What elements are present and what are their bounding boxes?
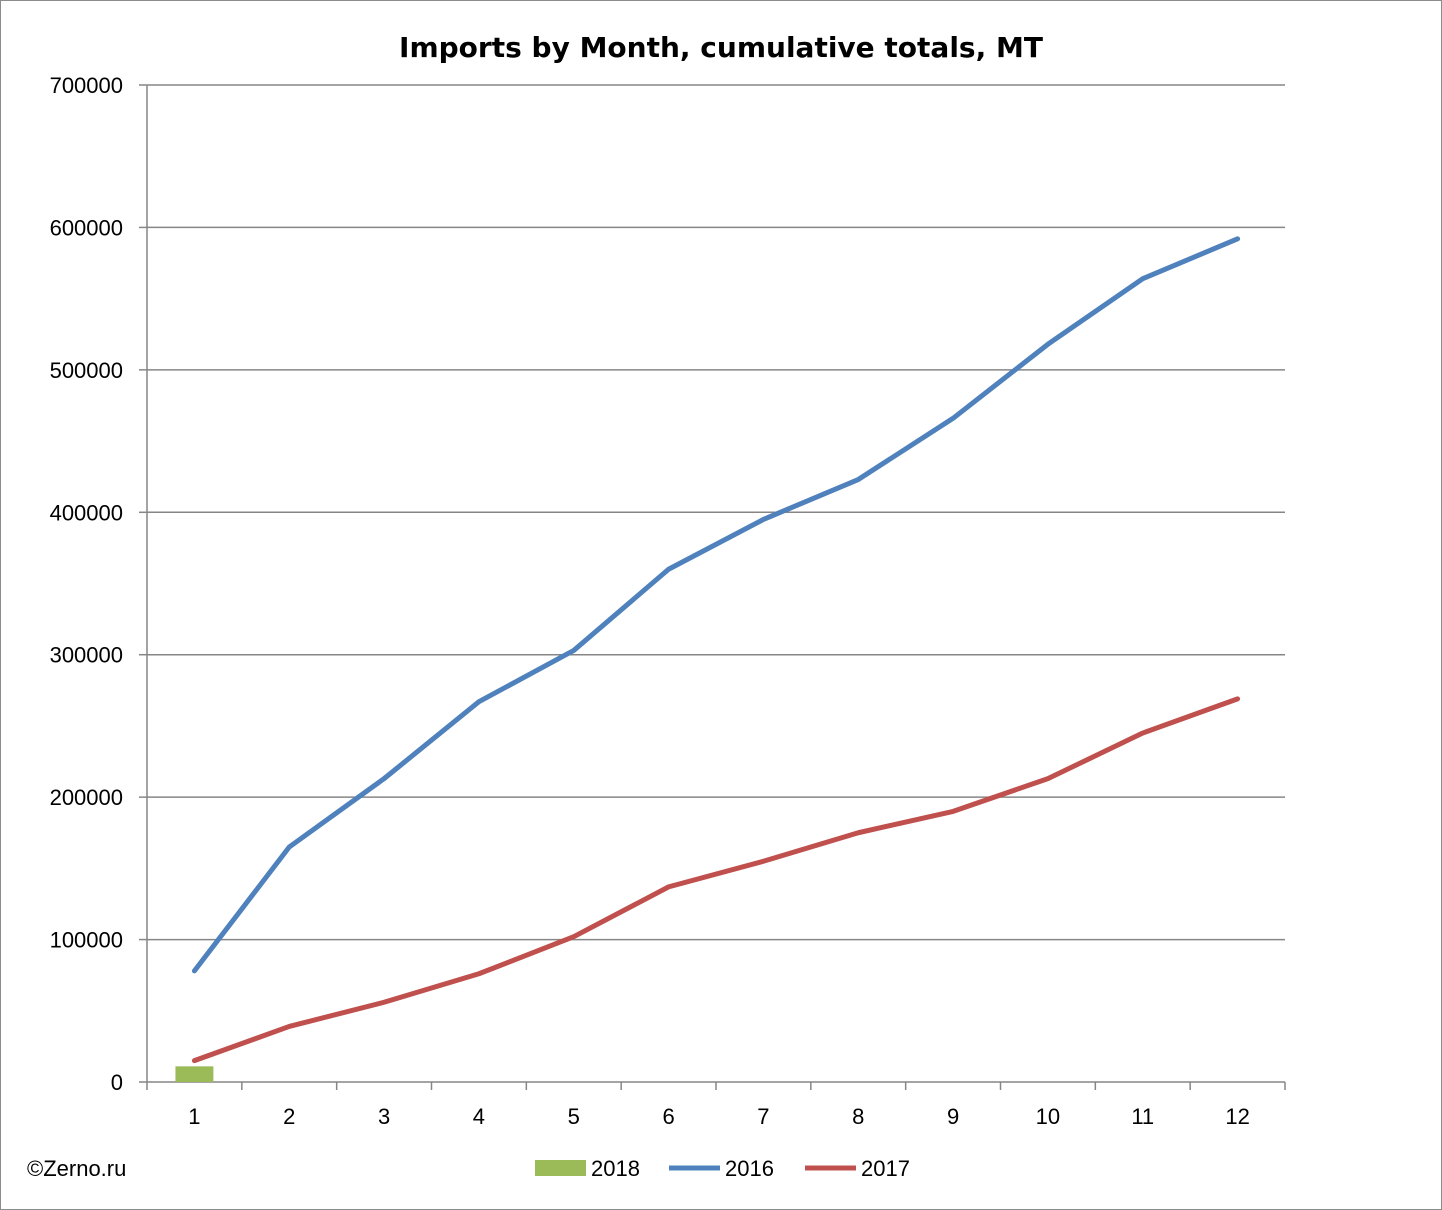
x-tick-label: 8 [852,1104,864,1129]
x-tick-label: 2 [283,1104,295,1129]
x-axis-tick-labels: 1 2 3 4 5 6 7 8 9 10 11 12 [188,1104,1250,1129]
chart-title: Imports by Month, cumulative totals, MT [399,31,1043,64]
x-tick-label: 7 [757,1104,769,1129]
y-axis-tick-labels: 0 100000 200000 300000 400000 500000 600000 700… [50,73,123,1095]
y-tick-label: 700000 [50,73,123,98]
legend-label-2017: 2017 [861,1156,910,1181]
axes [139,84,1286,1090]
y-tick-label: 500000 [50,358,123,383]
x-tick-label: 11 [1131,1104,1154,1129]
x-tick-label: 1 [188,1104,200,1129]
gridlines [147,84,1285,941]
credit-text: ©Zerno.ru [27,1156,126,1181]
legend-label-2016: 2016 [725,1156,774,1181]
x-tick-label: 12 [1225,1104,1249,1129]
legend-swatch-2018 [535,1160,586,1176]
bar-series [175,1066,214,1082]
line-series-2017 [191,696,1241,1064]
y-tick-label: 200000 [50,785,123,810]
y-tick-label: 0 [111,1070,123,1095]
line-series [191,236,1241,1064]
x-tick-label: 3 [378,1104,390,1129]
y-tick-label: 100000 [50,928,123,953]
y-tick-label: 400000 [50,500,123,525]
y-tick-label: 300000 [50,643,123,668]
bar-2018-1 [175,1066,214,1082]
legend: 2018 2016 2017 [535,1156,910,1181]
legend-label-2018: 2018 [591,1156,640,1181]
x-tick-label: 4 [473,1104,485,1129]
y-tick-label: 600000 [50,215,123,240]
x-tick-label: 5 [568,1104,580,1129]
x-tick-label: 9 [947,1104,959,1129]
x-tick-label: 6 [662,1104,674,1129]
line-series-2016 [191,236,1241,974]
x-tick-label: 10 [1036,1104,1060,1129]
